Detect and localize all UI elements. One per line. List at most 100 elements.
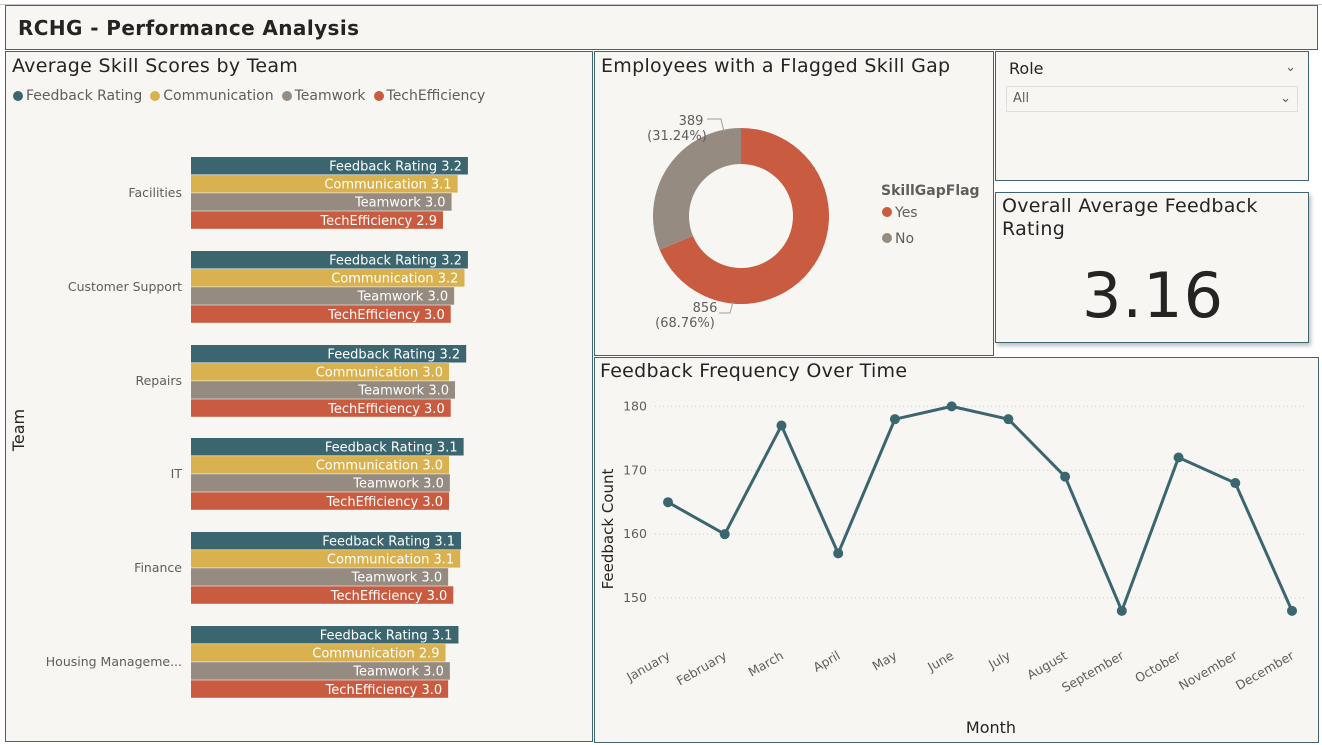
line-data-point[interactable]: [889, 414, 900, 425]
bar-techefficiency[interactable]: [191, 211, 443, 229]
legend-item-techefficiency[interactable]: TechEfficiency: [373, 88, 486, 104]
bar-data-label: TechEfficiency 3.0: [327, 402, 445, 417]
bar-chart-legend: Feedback Rating Communication Teamwork T…: [13, 88, 485, 104]
bar-data-label: TechEfficiency 3.0: [330, 589, 448, 604]
line-data-point[interactable]: [776, 420, 787, 431]
bar-feedback[interactable]: [191, 626, 459, 644]
donut-slice-yes[interactable]: [659, 128, 829, 304]
x-tick-label: February: [674, 647, 730, 688]
line-data-point[interactable]: [833, 548, 844, 559]
role-dropdown[interactable]: All ⌄: [1006, 86, 1298, 112]
team-category-label: Repairs: [135, 373, 182, 388]
bar-data-label: Communication 3.0: [316, 459, 443, 474]
bar-chart-plot[interactable]: Team Facilities Feedback Rating 3.2 Commun…: [6, 52, 592, 741]
team-category-label: Finance: [134, 560, 182, 575]
bar-techefficiency[interactable]: [191, 305, 451, 323]
skill-gap-donut-panel[interactable]: Employees with a Flagged Skill Gap 389 (…: [594, 51, 994, 356]
line-chart-plot[interactable]: Feedback Count Month 150 160 170 180 Januar…: [595, 358, 1318, 742]
kpi-card: Overall Average Feedback Rating 3.16: [995, 192, 1309, 343]
bar-data-label: Feedback Rating 3.1: [322, 535, 455, 550]
bar-teamwork[interactable]: [191, 568, 449, 586]
line-data-point[interactable]: [663, 497, 673, 508]
donut-legend-label-yes[interactable]: Yes: [894, 205, 918, 221]
bar-techefficiency[interactable]: [191, 399, 451, 417]
line-data-point[interactable]: [1173, 452, 1184, 463]
y-tick-label: 180: [623, 398, 647, 413]
line-data-point[interactable]: [1287, 605, 1297, 616]
donut-label-yes-pct: (68.76%): [655, 316, 715, 331]
legend-item-communication[interactable]: Communication: [150, 88, 274, 104]
line-data-point[interactable]: [1003, 414, 1014, 425]
bar-communication[interactable]: [191, 644, 446, 662]
bar-communication[interactable]: [191, 363, 449, 381]
team-category-label: Housing Manageme...: [46, 654, 182, 669]
bar-data-label: TechEfficiency 3.0: [325, 495, 443, 510]
x-tick-label: September: [1059, 647, 1127, 695]
chevron-down-icon[interactable]: ⌄: [1285, 60, 1296, 75]
bar-feedback[interactable]: [191, 345, 467, 363]
bar-teamwork[interactable]: [191, 381, 456, 399]
line-data-point[interactable]: [1060, 471, 1071, 482]
feedback-frequency-chart-panel[interactable]: Feedback Frequency Over Time Feedback Co…: [594, 357, 1319, 743]
donut-chart-plot[interactable]: 389 (31.24%) 856 (68.76%) SkillGapFlag Y…: [595, 52, 993, 355]
bar-teamwork[interactable]: [191, 287, 455, 305]
bar-communication[interactable]: [191, 456, 449, 474]
bar-feedback[interactable]: [191, 157, 468, 175]
donut-legend-dot-no: [882, 233, 892, 243]
x-tick-label: June: [924, 647, 956, 674]
legend-item-teamwork[interactable]: Teamwork: [281, 88, 366, 104]
bar-techefficiency[interactable]: [191, 680, 449, 698]
bar-teamwork[interactable]: [191, 193, 452, 211]
legend-dot: [150, 91, 161, 101]
line-data-point[interactable]: [1230, 478, 1241, 489]
role-slicer-label: Role: [1009, 59, 1044, 78]
legend-item-feedback[interactable]: Feedback Rating: [13, 88, 142, 104]
bar-feedback[interactable]: [191, 532, 462, 550]
bar-communication[interactable]: [191, 269, 465, 287]
x-tick-label: July: [985, 647, 1013, 672]
bar-data-label: TechEfficiency 3.0: [327, 308, 445, 323]
bar-data-label: Teamwork 3.0: [352, 477, 444, 492]
bar-data-label: Teamwork 3.0: [354, 196, 446, 211]
y-tick-label: 170: [623, 462, 647, 477]
bar-chart-y-axis-label: Team: [9, 409, 28, 452]
role-slicer-panel: Role ⌄ All ⌄: [995, 51, 1309, 181]
bar-data-label: TechEfficiency 3.0: [325, 683, 443, 698]
bar-techefficiency[interactable]: [191, 586, 454, 604]
skill-scores-chart-panel[interactable]: Average Skill Scores by Team Feedback Ra…: [5, 51, 593, 742]
bar-communication[interactable]: [191, 550, 461, 568]
bar-data-label: Teamwork 3.0: [357, 384, 449, 399]
legend-dot: [373, 91, 384, 101]
bar-techefficiency[interactable]: [191, 492, 449, 510]
legend-label: TechEfficiency: [386, 88, 486, 104]
team-category-label: Facilities: [128, 185, 182, 200]
role-dropdown-value: All: [1013, 91, 1030, 106]
x-tick-label: January: [623, 647, 673, 684]
bar-teamwork[interactable]: [191, 474, 450, 492]
donut-slice-no[interactable]: [653, 128, 741, 250]
legend-dot: [13, 91, 23, 101]
donut-legend-dot-yes: [882, 207, 892, 217]
line-chart-y-axis-label: Feedback Count: [599, 469, 617, 590]
bar-teamwork[interactable]: [191, 662, 450, 680]
bar-data-label: Feedback Rating 3.1: [320, 629, 453, 644]
line-data-point[interactable]: [719, 529, 730, 540]
line-chart-x-axis-label: Month: [966, 718, 1016, 737]
donut-leader-line-no: [707, 118, 725, 133]
donut-legend-label-no[interactable]: No: [895, 231, 914, 247]
x-tick-label: December: [1233, 647, 1297, 693]
x-tick-label: August: [1024, 648, 1069, 683]
bar-feedback[interactable]: [191, 438, 464, 456]
line-data-point[interactable]: [946, 401, 957, 412]
bar-feedback[interactable]: [191, 251, 468, 269]
bar-data-label: Communication 3.1: [324, 178, 451, 193]
bar-chart-title: Average Skill Scores by Team: [12, 55, 299, 77]
bar-data-label: Communication 3.0: [316, 366, 443, 381]
x-tick-label: May: [870, 647, 900, 673]
line-data-point[interactable]: [1116, 605, 1127, 616]
bar-communication[interactable]: [191, 175, 458, 193]
bar-data-label: Communication 3.1: [327, 553, 454, 568]
legend-label: Communication: [163, 88, 274, 104]
donut-label-yes-value: 856: [693, 301, 718, 316]
bar-data-label: Communication 2.9: [312, 647, 439, 662]
